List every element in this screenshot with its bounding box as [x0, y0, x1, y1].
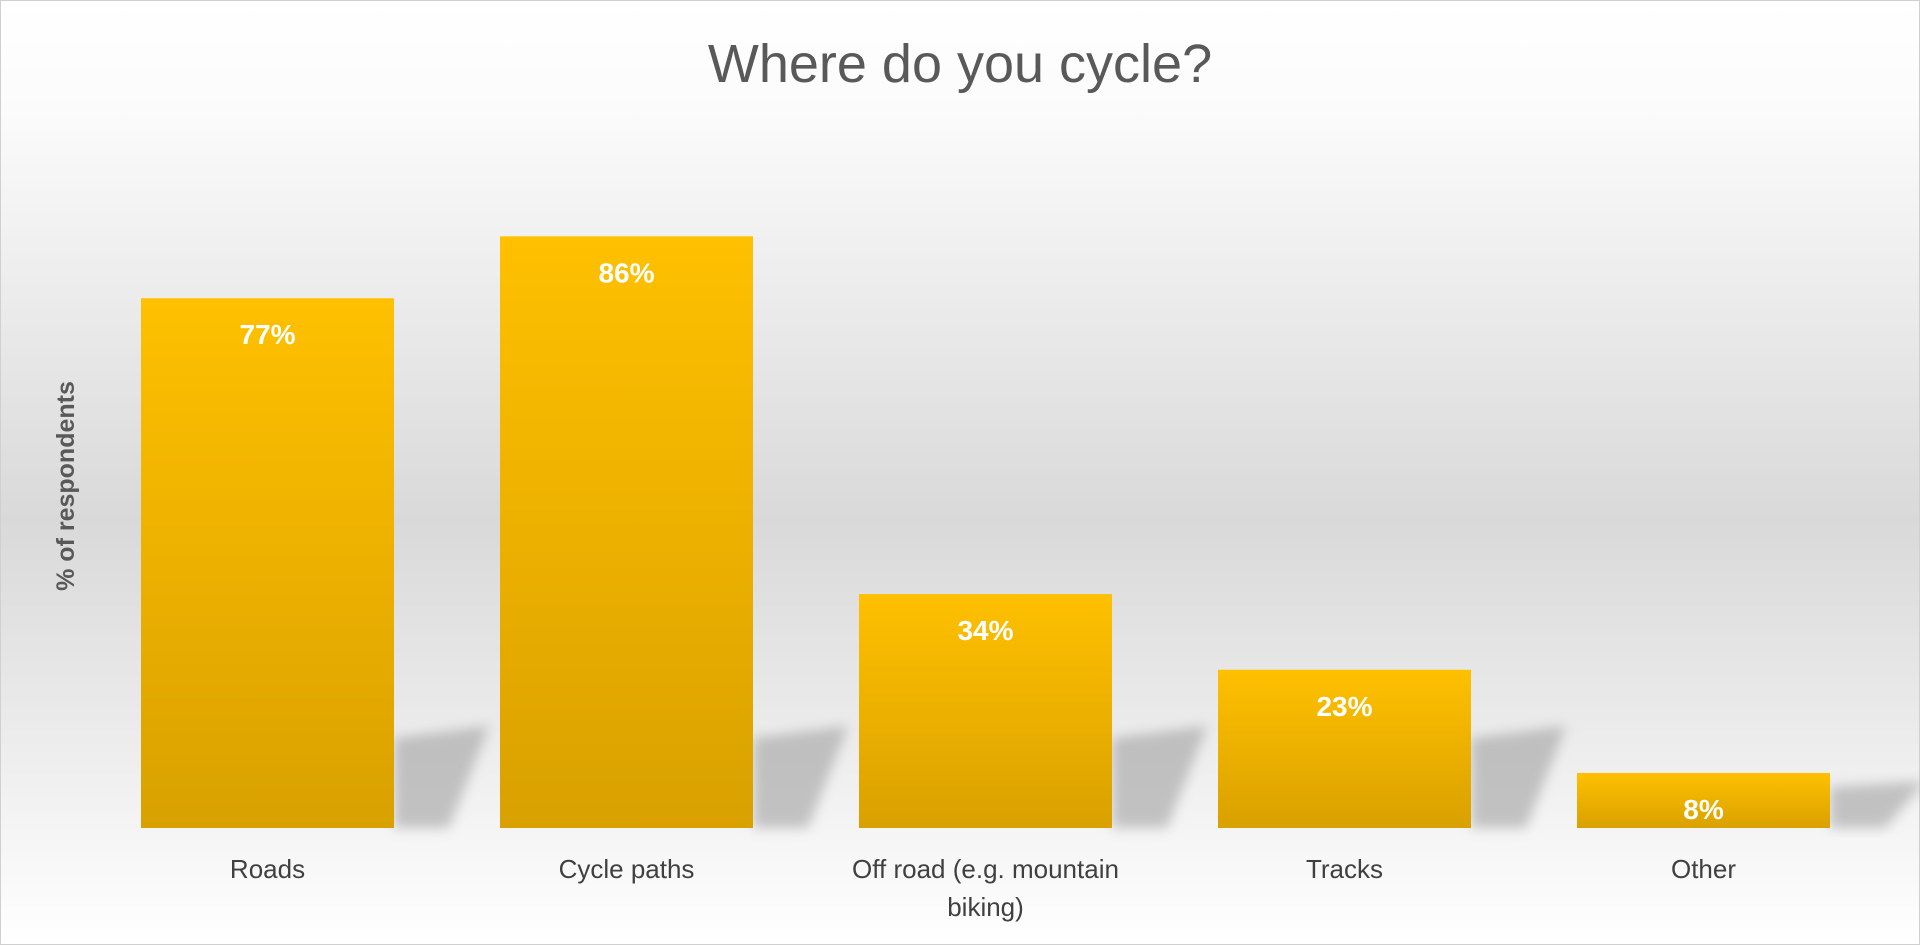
bars — [141, 236, 1830, 828]
category-label: Other — [1671, 854, 1736, 884]
category-labels: Roads Cycle paths Off road (e.g. mountain b… — [230, 854, 1736, 922]
bar — [500, 236, 753, 828]
data-label: 8% — [1683, 794, 1724, 825]
category-label: Tracks — [1306, 854, 1383, 884]
category-label: Off road (e.g. mountain biking) — [852, 854, 1119, 922]
bar-shadow — [1471, 726, 1566, 828]
bar-shadow — [753, 726, 848, 828]
bar — [141, 298, 394, 828]
bar — [859, 594, 1112, 828]
y-axis-label: % of respondents — [52, 381, 80, 591]
bar-shadow — [1830, 781, 1920, 828]
data-label: 86% — [598, 257, 654, 288]
data-label: 34% — [957, 615, 1013, 646]
bar-shadow — [1112, 726, 1207, 828]
bar — [1577, 772, 1830, 828]
category-label: Roads — [230, 854, 305, 884]
data-labels: 77% 86% 34% 23% 8% — [239, 257, 1723, 825]
data-label: 77% — [239, 319, 295, 350]
data-label: 23% — [1316, 691, 1372, 722]
bar-shadows — [394, 726, 1920, 828]
bar — [1218, 669, 1471, 828]
chart-title: Where do you cycle? — [708, 34, 1212, 94]
category-label: Cycle paths — [559, 854, 695, 884]
bar-shadow — [394, 726, 489, 828]
